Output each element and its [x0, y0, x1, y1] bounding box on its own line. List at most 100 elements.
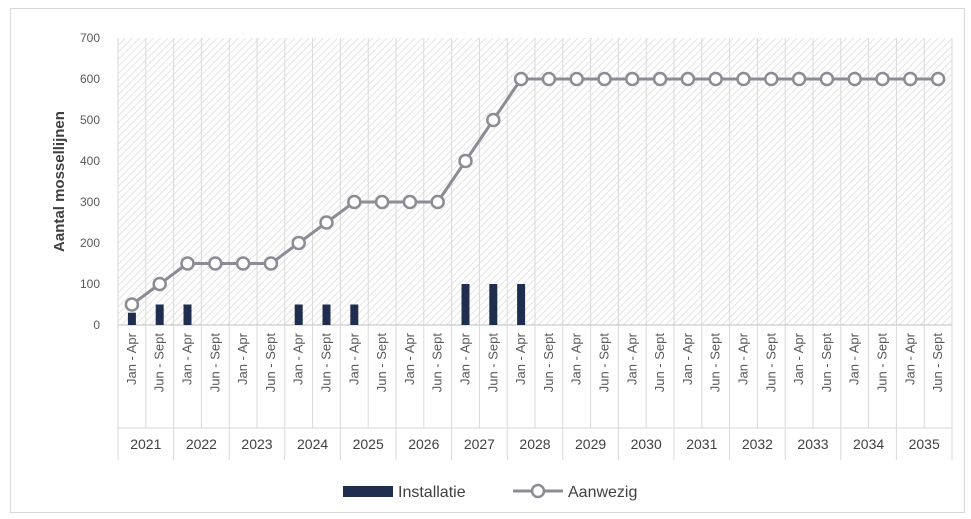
period-label: Jan - Apr [513, 332, 528, 385]
aanwezig-point [513, 71, 529, 87]
aanwezig-point [319, 215, 334, 230]
y-tick-label: 100 [80, 277, 100, 291]
y-tick-label: 400 [80, 154, 100, 168]
period-label: Jun - Sept [263, 333, 278, 393]
y-tick-label: 600 [80, 72, 100, 86]
y-tick-label: 0 [93, 318, 100, 332]
aanwezig-point [486, 112, 501, 128]
period-label: Jan - Apr [346, 332, 361, 385]
y-axis-title: Aantal mossellijnen [51, 111, 68, 252]
period-label: Jun - Sept [652, 333, 667, 393]
period-label: Jun - Sept [597, 333, 612, 393]
installatie-bar [517, 284, 526, 325]
aanwezig-point [875, 71, 890, 87]
period-label: Jan - Apr [235, 332, 250, 385]
aanwezig-point [736, 71, 751, 87]
year-label: 2029 [575, 436, 606, 452]
installatie-bar [461, 284, 470, 325]
aanwezig-point [708, 71, 723, 87]
aanwezig-point [541, 71, 557, 87]
aanwezig-point [208, 256, 223, 271]
aanwezig-point [930, 71, 946, 87]
period-label: Jan - Apr [124, 332, 139, 385]
period-label: Jun - Sept [374, 333, 389, 393]
aanwezig-point [680, 71, 696, 87]
y-tick-label: 500 [80, 113, 100, 127]
aanwezig-point [291, 235, 306, 251]
aanwezig-point [235, 256, 251, 271]
period-label: Jun - Sept [541, 333, 556, 393]
installatie-bars [127, 284, 526, 325]
aanwezig-point [597, 71, 612, 87]
period-label: Jun - Sept [875, 333, 890, 393]
legend: Installatie Aanwezig [343, 483, 637, 501]
period-label: Jun - Sept [819, 333, 834, 393]
aanwezig-point [374, 194, 390, 210]
period-label: Jan - Apr [791, 332, 806, 385]
period-label: Jan - Apr [458, 332, 473, 385]
aanwezig-point [903, 71, 918, 87]
installatie-bar [294, 304, 303, 325]
aanwezig-point [430, 194, 445, 210]
period-label: Jan - Apr [291, 332, 306, 385]
aanwezig-point [791, 71, 807, 87]
period-label: Jun - Sept [207, 333, 222, 393]
year-label: 2035 [909, 436, 940, 452]
aanwezig-point [180, 256, 195, 271]
period-label: Jan - Apr [180, 332, 195, 385]
period-label: Jun - Sept [319, 333, 334, 393]
period-label: Jan - Apr [902, 332, 917, 385]
y-tick-label: 300 [80, 195, 100, 209]
installatie-bar [489, 284, 498, 325]
installatie-bar [350, 304, 359, 325]
year-label: 2025 [353, 436, 384, 452]
year-label: 2027 [464, 436, 495, 452]
legend-aanwezig-label: Aanwezig [568, 484, 637, 501]
year-label: 2026 [408, 436, 439, 452]
year-label: 2031 [686, 436, 717, 452]
aanwezig-point [764, 71, 779, 87]
period-label: Jun - Sept [485, 333, 500, 393]
period-label: Jan - Apr [847, 332, 862, 385]
x-axis-categories: Jan - Apr Jun - Sept 2021 Jan - Apr Jun - Se… [117, 325, 953, 460]
y-tick-label: 700 [80, 31, 100, 45]
installatie-bar [322, 304, 331, 325]
aanwezig-line [124, 71, 946, 312]
aanwezig-point [124, 297, 140, 312]
year-label: 2021 [130, 436, 161, 452]
installatie-bar [183, 304, 192, 325]
period-label: Jan - Apr [680, 332, 695, 385]
period-label: Jun - Sept [708, 333, 723, 393]
period-label: Jan - Apr [569, 332, 584, 385]
year-label: 2032 [742, 436, 773, 452]
year-label: 2030 [631, 436, 662, 452]
installatie-bar [155, 304, 164, 325]
year-label: 2033 [797, 436, 828, 452]
aanwezig-point [347, 194, 362, 210]
year-label: 2022 [186, 436, 217, 452]
installatie-bar [127, 312, 136, 325]
aanwezig-point [569, 71, 584, 87]
legend-installatie-swatch [343, 486, 393, 497]
aanwezig-point [652, 71, 668, 87]
y-tick-label: 200 [80, 236, 100, 250]
aanwezig-point [263, 256, 279, 271]
aanwezig-point [847, 71, 862, 87]
period-label: Jan - Apr [402, 332, 417, 385]
period-label: Jun - Sept [930, 333, 945, 393]
period-label: Jan - Apr [624, 332, 639, 385]
aanwezig-point [625, 71, 640, 87]
year-label: 2028 [519, 436, 550, 452]
legend-aanwezig-marker [530, 483, 546, 499]
period-label: Jan - Apr [736, 332, 751, 385]
aanwezig-point [402, 194, 418, 210]
period-label: Jun - Sept [430, 333, 445, 393]
legend-installatie-label: Installatie [398, 484, 466, 501]
period-label: Jun - Sept [152, 333, 167, 393]
year-label: 2023 [241, 436, 272, 452]
year-label: 2034 [853, 436, 884, 452]
aanwezig-point [819, 71, 835, 87]
aanwezig-point [152, 276, 167, 292]
period-label: Jun - Sept [763, 333, 778, 393]
